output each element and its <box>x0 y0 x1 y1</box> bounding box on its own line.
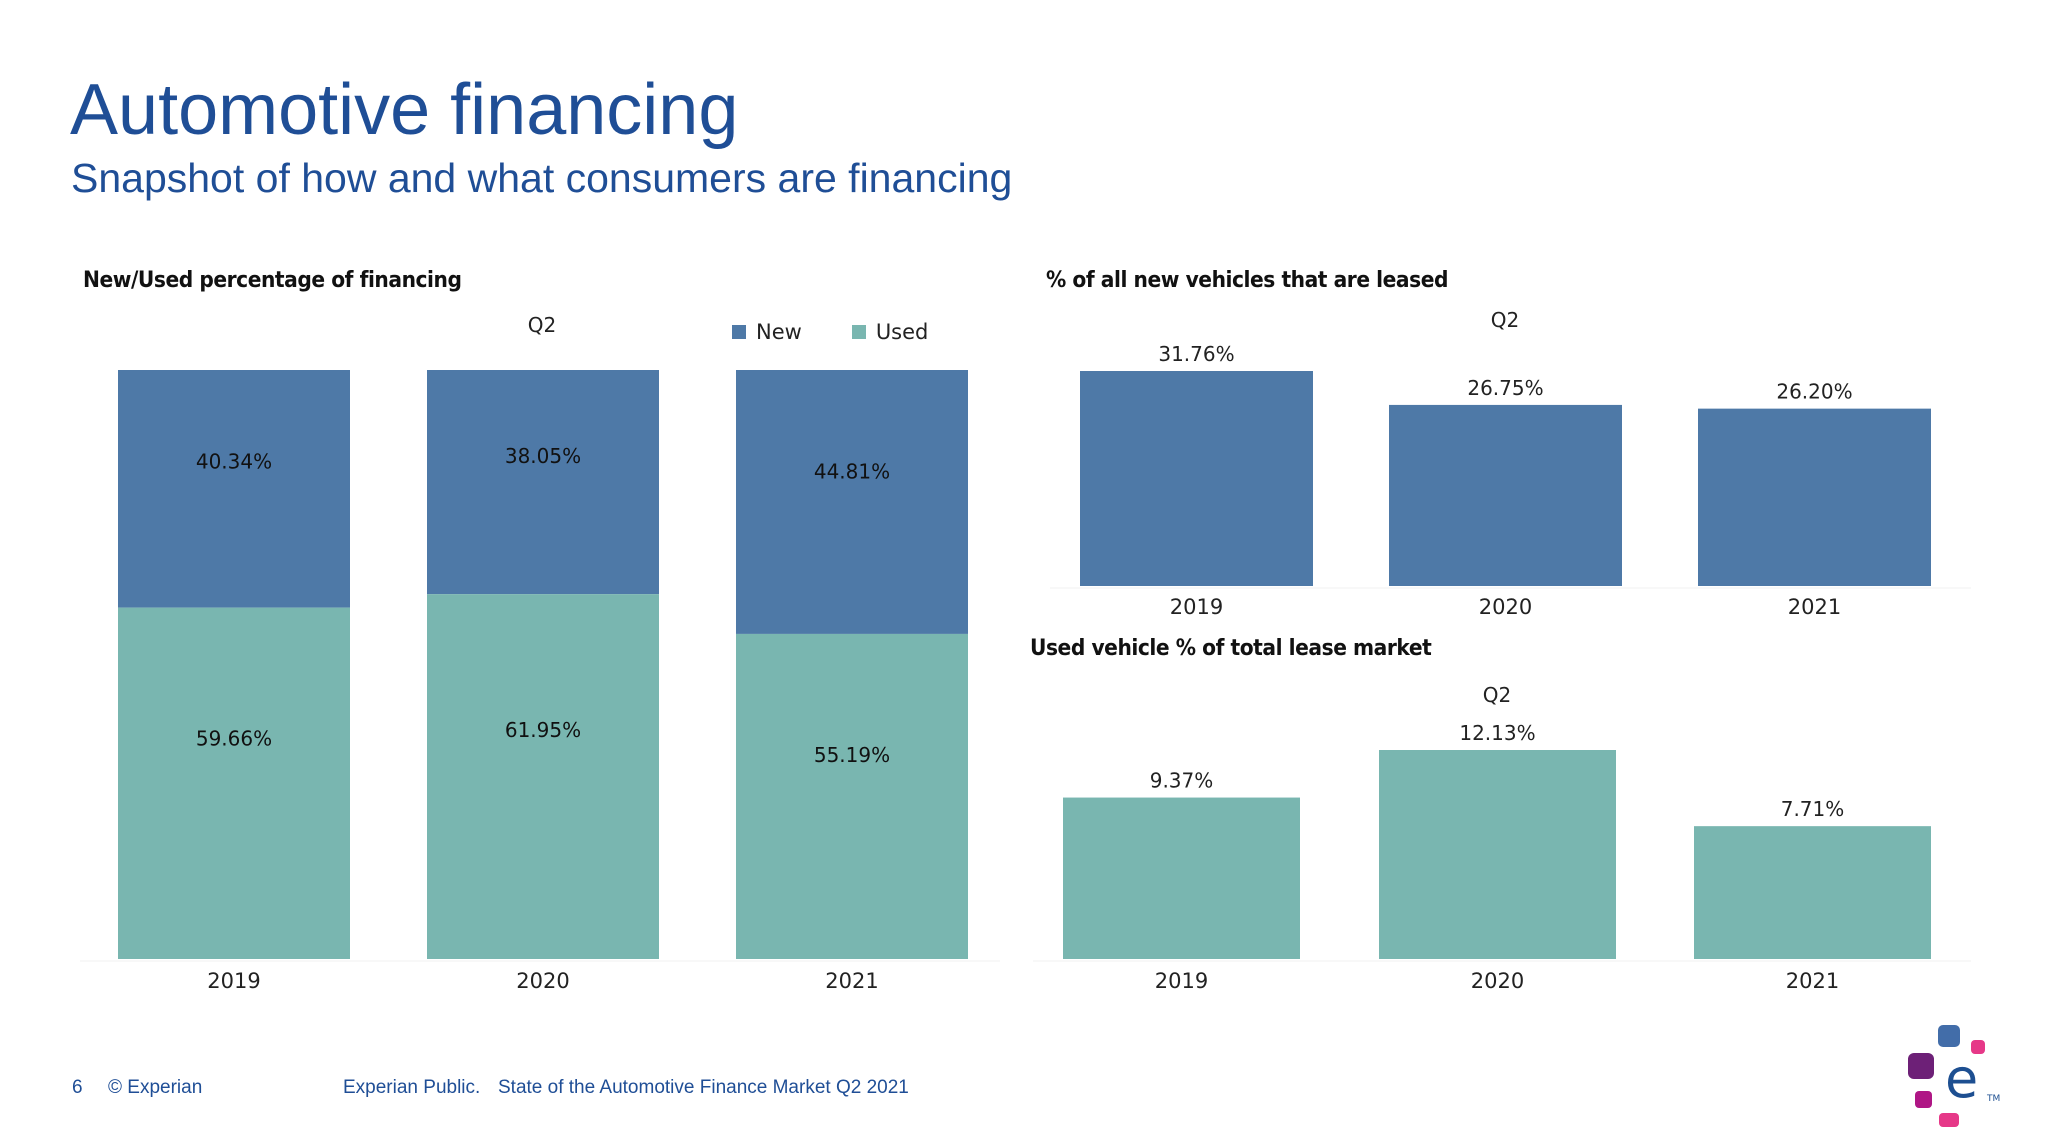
bar-used-2021 <box>736 633 968 959</box>
footer-classification: Experian Public. <box>343 1077 481 1098</box>
chart-title-new-used: New/Used percentage of financing <box>83 268 462 293</box>
experian-logo-icon: e TM <box>1908 1025 2000 1127</box>
period-label-used-lease: Q2 <box>1482 683 1512 707</box>
x-tick-label-2019: 2019 <box>1155 969 1208 993</box>
chart-new-used: 40.34% 59.66% 2019 38.05% 61.95% 2020 44.81% 55… <box>80 370 1000 993</box>
legend-item-new: New <box>732 320 802 344</box>
legend-label-new: New <box>756 320 802 344</box>
data-label-used-2019: 59.66% <box>196 727 272 751</box>
legend: New Used <box>732 320 968 344</box>
chart-title-new-leased: % of all new vehicles that are leased <box>1046 268 1449 293</box>
bar-new-2020 <box>427 370 659 595</box>
logo-square-purple <box>1908 1053 1934 1079</box>
logo-square-magenta <box>1915 1091 1932 1108</box>
x-tick-label-2020: 2020 <box>516 969 569 993</box>
chart-new-leased: 31.76% 2019 26.75% 2020 26.20% 2021 <box>1050 342 1971 619</box>
data-label-2020: 12.13% <box>1459 721 1535 745</box>
legend-label-used: Used <box>875 320 929 344</box>
bar-2019 <box>1080 371 1313 586</box>
chart-title-used-lease: Used vehicle % of total lease market <box>1030 636 1432 661</box>
bar-2019 <box>1063 797 1300 959</box>
data-label-new-2020: 38.05% <box>505 444 581 468</box>
logo-square-pink-small <box>1971 1040 1985 1054</box>
footer-report-name: State of the Automotive Finance Market Q… <box>498 1077 909 1098</box>
x-tick-label-2021: 2021 <box>825 969 878 993</box>
data-label-2021: 7.71% <box>1781 797 1845 821</box>
legend-swatch-used <box>851 325 866 339</box>
data-label-2019: 31.76% <box>1158 342 1234 366</box>
x-tick-label-2021: 2021 <box>1786 969 1839 993</box>
page-title: Automotive financing <box>70 70 739 150</box>
data-label-2019: 9.37% <box>1150 769 1214 793</box>
logo-trademark: TM <box>1986 1094 2000 1104</box>
data-label-new-2019: 40.34% <box>196 449 272 473</box>
bar-used-2020 <box>427 594 659 959</box>
bar-used-2019 <box>118 607 350 959</box>
data-label-used-2021: 55.19% <box>814 743 890 767</box>
data-label-new-2021: 44.81% <box>814 459 890 483</box>
period-label-new-used: Q2 <box>527 313 557 337</box>
chart-used-lease: 9.37% 2019 12.13% 2020 7.71% 2021 <box>1033 721 1971 993</box>
x-tick-label-2019: 2019 <box>207 969 260 993</box>
legend-item-used: Used <box>851 320 929 344</box>
bar-2020 <box>1389 404 1622 586</box>
period-label-new-leased: Q2 <box>1490 308 1520 332</box>
bar-new-2021 <box>736 370 968 634</box>
data-label-2020: 26.75% <box>1467 376 1543 400</box>
x-tick-label-2020: 2020 <box>1479 595 1532 619</box>
footer-page-number: 6 <box>72 1077 83 1098</box>
bar-new-2019 <box>118 370 350 608</box>
bar-2021 <box>1698 408 1931 586</box>
x-tick-label-2020: 2020 <box>1471 969 1524 993</box>
footer-copyright: © Experian <box>108 1077 203 1098</box>
data-label-2021: 26.20% <box>1776 380 1852 404</box>
bar-2021 <box>1694 826 1931 959</box>
x-tick-label-2021: 2021 <box>1788 595 1841 619</box>
logo-square-pink-bottom <box>1939 1113 1959 1127</box>
data-label-used-2020: 61.95% <box>505 718 581 742</box>
logo-letter: e <box>1945 1047 1978 1110</box>
logo-square-blue <box>1938 1025 1960 1047</box>
page-subtitle: Snapshot of how and what consumers are f… <box>71 155 1013 201</box>
bar-2020 <box>1379 750 1616 959</box>
legend-swatch-new <box>732 325 746 339</box>
x-tick-label-2019: 2019 <box>1170 595 1223 619</box>
